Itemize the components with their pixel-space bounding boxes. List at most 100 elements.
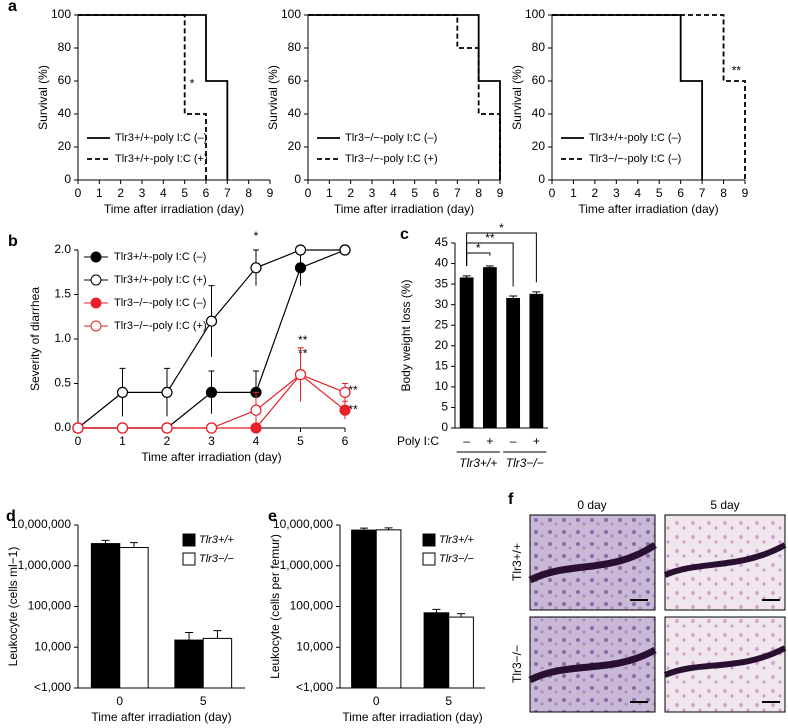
y-tick-label: 10,000 <box>296 639 333 653</box>
marker <box>205 315 218 327</box>
legend-swatch <box>182 552 196 566</box>
x-tick-label: 6 <box>203 186 210 200</box>
marker <box>294 244 307 256</box>
legend-label: Tlr3−/−-poly I:C (–) <box>589 153 681 165</box>
legend-label: Tlr3−/−-poly I:C (–) <box>345 132 437 144</box>
legend-swatch <box>422 533 436 547</box>
marker <box>250 262 262 274</box>
x-tick-label: 7 <box>699 186 706 200</box>
annotation: * <box>190 76 195 90</box>
x-tick-label: 5 <box>445 694 452 708</box>
x-tick-label: – <box>463 434 470 448</box>
y-tick-label: 40 <box>435 256 449 270</box>
x-tick-label: 4 <box>634 186 641 200</box>
marker <box>294 262 307 274</box>
annotation: ** <box>348 402 358 416</box>
y-tick-label: 0.5 <box>54 376 71 390</box>
y-tick-label: 100 <box>525 7 545 21</box>
x-tick-label: 7 <box>224 186 231 200</box>
survival-line <box>78 14 229 180</box>
annotation: * <box>476 241 481 255</box>
x-axis-label: Time after irradiation (day) <box>334 202 474 216</box>
x-tick-label: 0 <box>373 694 380 708</box>
x-tick-label: 1 <box>96 186 103 200</box>
marker <box>161 422 173 434</box>
group-label: Tlr3+/+ <box>459 456 497 470</box>
y-tick-label: 60 <box>288 73 302 87</box>
micrograph <box>528 514 657 611</box>
x-tick-label: 3 <box>139 186 146 200</box>
y-tick-label: 45 <box>435 235 449 249</box>
bar <box>375 529 402 689</box>
annotation: * <box>499 221 504 235</box>
marker <box>116 422 129 434</box>
y-tick-label: 30 <box>435 297 449 311</box>
survival-line <box>552 14 704 180</box>
row-label: Poly I:C <box>397 434 439 448</box>
x-tick-label: 5 <box>656 186 663 200</box>
x-tick-label: 0 <box>305 186 312 200</box>
marker <box>339 244 351 256</box>
y-tick-label: 100 <box>51 7 71 21</box>
x-tick-label: 1 <box>570 186 577 200</box>
legend-label: Tlr3+/+ <box>439 534 474 546</box>
y-tick-label: 0 <box>538 172 545 186</box>
y-tick-label: 1.0 <box>54 331 71 345</box>
y-tick-label: 10,000 <box>34 639 71 653</box>
y-tick-label: 10 <box>435 379 449 393</box>
y-tick-label: 35 <box>435 276 449 290</box>
y-tick-label: 20 <box>288 139 302 153</box>
x-tick-label: 4 <box>160 186 167 200</box>
annotation: ** <box>732 63 742 77</box>
error-bar <box>432 608 441 613</box>
y-tick-label: 15 <box>435 359 449 373</box>
y-axis-label: Leukocyte (cells ml−1) <box>6 547 20 667</box>
y-tick-label: 1,000,000 <box>18 558 72 572</box>
error-bar <box>185 632 194 641</box>
x-tick-label: – <box>510 434 517 448</box>
y-tick-label: 100 <box>281 7 301 21</box>
x-tick-label: 8 <box>720 186 727 200</box>
panel-letter: f <box>508 491 514 508</box>
y-axis-label: Survival (%) <box>266 65 280 130</box>
legend-label: Tlr3−/−-poly I:C (+) <box>114 320 207 332</box>
y-tick-label: 80 <box>532 40 546 54</box>
x-tick-label: + <box>486 434 493 448</box>
bar <box>459 277 474 429</box>
bar <box>529 293 544 429</box>
y-tick-label: 60 <box>532 73 546 87</box>
bar <box>448 616 474 689</box>
x-tick-label: 0 <box>116 694 123 708</box>
y-tick-label: 1.5 <box>54 287 71 301</box>
x-axis-label: Time after irradiation (day) <box>141 450 281 464</box>
group-label: Tlr3−/− <box>506 456 544 470</box>
y-tick-label: 40 <box>58 106 72 120</box>
y-tick-label: 40 <box>532 106 546 120</box>
x-tick-label: 4 <box>390 186 397 200</box>
y-axis-label: Severity of diarrhea <box>28 287 42 391</box>
error-bar <box>101 539 110 544</box>
panel-letter: d <box>6 508 16 525</box>
legend-label: Tlr3−/− <box>199 553 234 565</box>
legend-marker <box>90 274 102 286</box>
annotation: ** <box>298 333 308 347</box>
micrograph <box>663 514 787 611</box>
annotation: ** <box>348 383 358 397</box>
y-tick-label: 80 <box>58 40 72 54</box>
legend-label: Tlr3−/−-poly I:C (+) <box>345 153 438 165</box>
annotation: ** <box>298 346 308 360</box>
y-tick-label: 5 <box>441 400 448 414</box>
legend-marker <box>90 297 102 309</box>
bar <box>90 543 121 689</box>
legend-marker <box>90 251 102 263</box>
x-tick-label: 6 <box>433 186 440 200</box>
y-tick-label: 10,000,000 <box>273 517 333 531</box>
y-tick-label: 100,000 <box>290 599 334 613</box>
y-tick-label: 20 <box>532 139 546 153</box>
legend-swatch <box>422 552 436 566</box>
panel-letter: e <box>268 508 277 525</box>
x-tick-label: 3 <box>613 186 620 200</box>
x-tick-label: 7 <box>454 186 461 200</box>
x-tick-label: 4 <box>253 434 260 448</box>
